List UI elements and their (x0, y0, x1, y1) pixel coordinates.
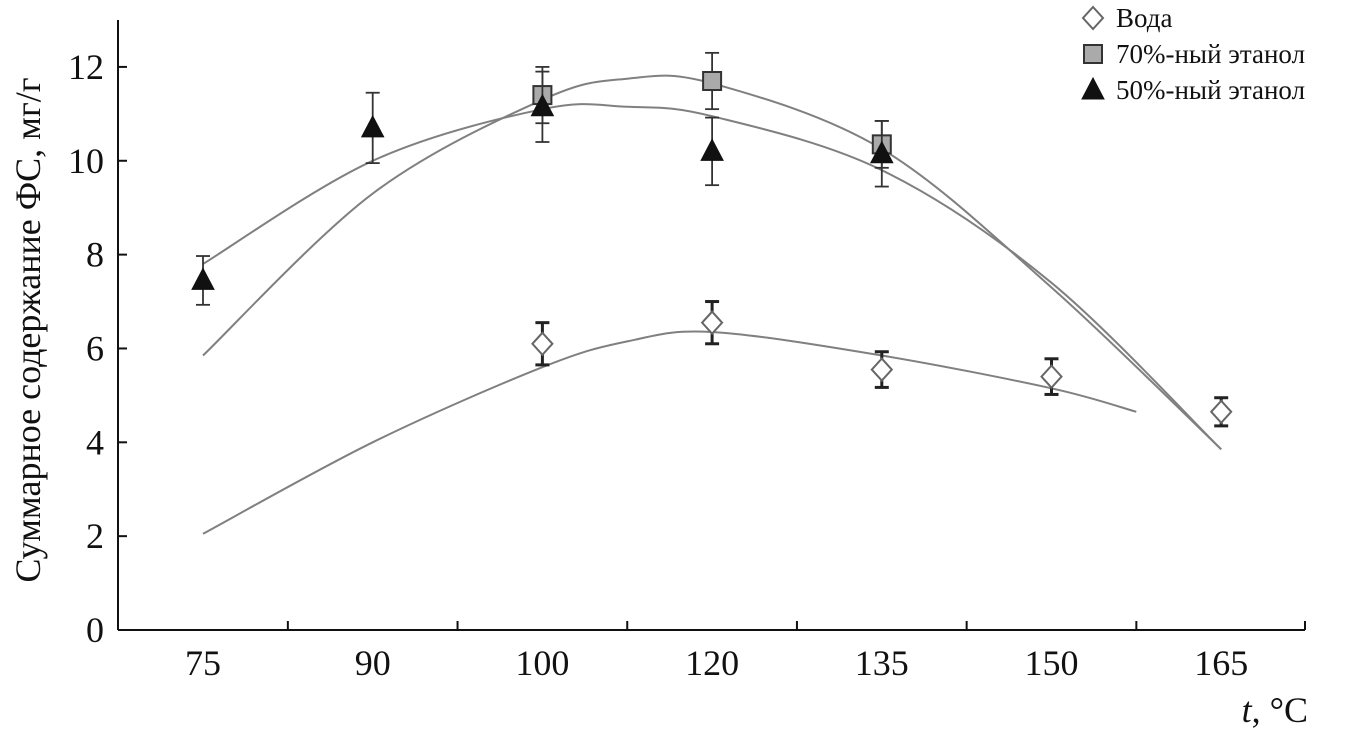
data-points (191, 51, 1233, 428)
legend-label: 70%-ный этанол (1116, 39, 1305, 69)
x-axis-title: t, °C (1242, 690, 1308, 730)
triangle-point (530, 93, 555, 117)
y-tick-label: 6 (86, 328, 104, 368)
x-axis-title-variable: t (1242, 690, 1253, 730)
y-tick-label: 10 (68, 141, 104, 181)
trend-line-1 (202, 330, 1137, 535)
y-tick-label: 2 (86, 516, 104, 556)
square-point (702, 71, 723, 91)
legend: Вода 70%-ный этанол 50%-ный этанол (1081, 3, 1305, 105)
legend-label: Вода (1116, 3, 1172, 33)
y-tick-label: 12 (68, 47, 104, 87)
x-tick-label: 75 (185, 643, 221, 683)
diamond-point (531, 331, 554, 357)
triangle-point (700, 138, 724, 161)
y-tick-label: 8 (86, 235, 104, 275)
triangle-point (360, 114, 385, 138)
diamond-point (700, 310, 724, 336)
triangle-point (869, 140, 894, 164)
diamond-point (870, 357, 894, 383)
triangle-point (191, 267, 215, 290)
legend-marker-triangle (1081, 76, 1105, 100)
diamond-point (1209, 399, 1233, 425)
x-axis-title-unit: , °C (1252, 690, 1308, 730)
legend-label: 50%-ный этанол (1116, 75, 1305, 105)
axes: 0 2 4 6 8 10 12 75 90 100 120 135 150 165 (68, 20, 1306, 683)
x-tick-label: 150 (1025, 643, 1079, 683)
trend-line-2 (202, 74, 1222, 451)
y-tick-label: 4 (86, 422, 104, 462)
x-tick-label: 135 (855, 643, 909, 683)
x-tick-label: 90 (355, 643, 391, 683)
x-tick-label: 100 (515, 643, 569, 683)
legend-marker-diamond (1081, 5, 1105, 31)
y-axis-title: Суммарное содержание ФС, мг/г (8, 78, 48, 583)
y-tick-label: 0 (86, 610, 104, 650)
diamond-point (1040, 364, 1063, 390)
x-tick-label: 120 (685, 643, 739, 683)
x-tick-label: 165 (1194, 643, 1248, 683)
legend-marker-square (1083, 44, 1103, 64)
